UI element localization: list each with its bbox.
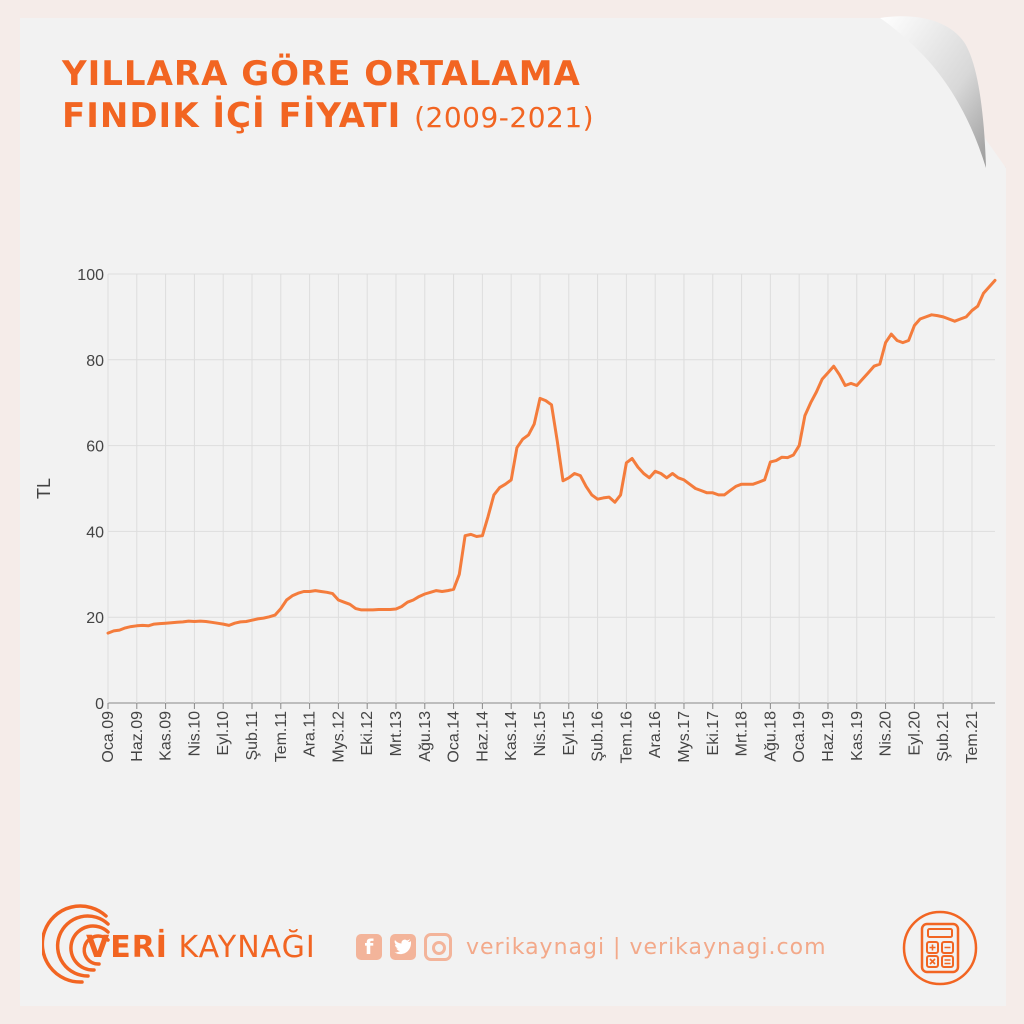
- x-tick-label: Mrt.13: [388, 711, 405, 756]
- x-tick-label: Mys.12: [330, 711, 347, 763]
- twitter-bird-glyph: [394, 939, 411, 955]
- social-links: f verikaynagi | verikaynagi.com: [356, 933, 827, 961]
- x-tick-label: Mrt.18: [734, 711, 751, 756]
- series-layer: [106, 278, 997, 635]
- x-tick-label: Oca.09: [100, 711, 117, 763]
- x-tick-label: Eyl.20: [906, 711, 923, 756]
- y-tick-label: 0: [95, 696, 104, 713]
- calculator-icon: [902, 910, 978, 986]
- brand-name: VERİ KAYNAĞI: [86, 930, 316, 965]
- x-tick-label: Şub.16: [590, 711, 607, 762]
- y-tick-label: 20: [86, 610, 104, 627]
- x-tick-label: Nis.15: [532, 711, 549, 756]
- series-line: [106, 278, 997, 635]
- chart-title-years: (2009-2021): [414, 101, 595, 134]
- brand-name-rest: KAYNAĞI: [178, 930, 316, 965]
- y-tick-label: 60: [86, 439, 104, 456]
- twitter-icon[interactable]: [390, 934, 416, 960]
- paper-sheet: [20, 18, 1006, 1006]
- facebook-icon[interactable]: f: [356, 934, 382, 960]
- x-tick-label: Kas.19: [849, 711, 866, 761]
- x-tick-label: Şub.21: [935, 711, 952, 762]
- page-curl: [880, 16, 986, 168]
- x-tick-labels: Oca.09 Haz.09 Kas.09 Nis.10 Eyl.10 Şub.11 Tem.…: [100, 711, 981, 764]
- x-tick-label: Haz.19: [820, 711, 837, 762]
- chart-title-line2: FINDIK İÇİ FİYATI (2009-2021): [62, 96, 594, 136]
- x-tick-label: Haz.09: [129, 711, 146, 762]
- y-tick-label: 100: [77, 267, 104, 284]
- x-tick-label: Mys.17: [676, 711, 693, 763]
- x-tick-label: Oca.14: [446, 711, 463, 763]
- social-handle-text[interactable]: verikaynagi | verikaynagi.com: [466, 934, 827, 960]
- x-tick-label: Eki.17: [705, 711, 722, 756]
- x-tick-label: Tem.11: [273, 711, 290, 762]
- x-tick-label: Kas.09: [158, 711, 175, 761]
- instagram-icon[interactable]: [424, 933, 452, 961]
- x-tick-label: Tem.16: [618, 711, 635, 764]
- x-tick-label: Kas.14: [503, 711, 520, 761]
- chart-title-line1: YILLARA GÖRE ORTALAMA: [62, 54, 581, 94]
- x-tick-label: Haz.14: [474, 711, 491, 762]
- x-tick-label: Eyl.15: [561, 711, 578, 756]
- y-tick-labels: 0 20 40 60 80 100: [77, 267, 104, 713]
- x-tick-label: Nis.10: [186, 711, 203, 756]
- x-tick-label: Ara.16: [647, 711, 664, 758]
- x-tick-label: Eki.12: [359, 711, 376, 756]
- x-tick-label: Eyl.10: [215, 711, 232, 756]
- x-tick-label: Nis.20: [878, 711, 895, 756]
- grid-layer: [107, 273, 995, 709]
- brand-logo-icon: [42, 904, 110, 984]
- x-tick-label: Ara.11: [302, 711, 319, 757]
- y-tick-label: 40: [86, 524, 104, 541]
- x-tick-label: Ağu.13: [417, 711, 434, 762]
- y-axis-label: TL: [34, 478, 54, 499]
- y-tick-label: 80: [86, 353, 104, 370]
- x-tick-label: Şub.11: [244, 711, 261, 761]
- x-tick-label: Ağu.18: [762, 711, 779, 762]
- chart-title-main: FINDIK İÇİ FİYATI: [62, 96, 402, 136]
- x-tick-label: Tem.21: [964, 711, 981, 764]
- x-tick-label: Oca.19: [791, 711, 808, 763]
- brand-name-bold: VERİ: [86, 930, 168, 965]
